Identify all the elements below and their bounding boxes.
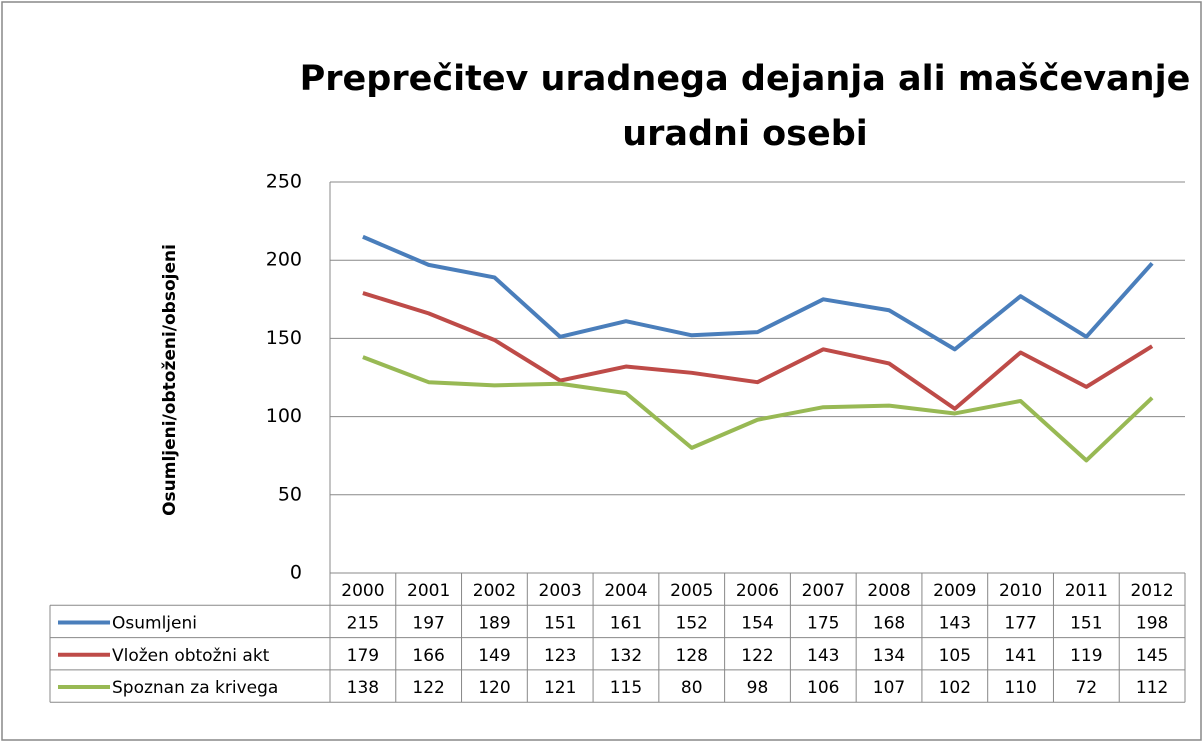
table-value: 105 xyxy=(939,646,971,666)
table-value: 112 xyxy=(1136,678,1168,698)
table-value: 177 xyxy=(1004,613,1036,633)
table-value: 102 xyxy=(939,678,971,698)
x-tick-label: 2007 xyxy=(802,581,845,601)
table-value: 107 xyxy=(873,678,905,698)
y-tick-label: 200 xyxy=(266,249,302,271)
x-tick-label: 2000 xyxy=(341,581,384,601)
series-line xyxy=(362,234,1154,352)
y-tick-label: 100 xyxy=(266,405,302,427)
table-value: 128 xyxy=(676,646,708,666)
table-value: 98 xyxy=(747,678,769,698)
table-value: 166 xyxy=(412,646,444,666)
table-value: 80 xyxy=(681,678,703,698)
table-value: 141 xyxy=(1004,646,1036,666)
chart-title: uradni osebi xyxy=(622,114,868,154)
table-value: 115 xyxy=(610,678,642,698)
x-tick-label: 2006 xyxy=(736,581,779,601)
y-tick-label: 0 xyxy=(290,562,302,584)
table-value: 198 xyxy=(1136,613,1168,633)
table-value: 215 xyxy=(347,613,379,633)
table-value: 132 xyxy=(610,646,642,666)
x-tick-label: 2008 xyxy=(867,581,910,601)
table-value: 106 xyxy=(807,678,839,698)
y-axis-title: Osumljeni/obtoženi/obsojeni xyxy=(160,244,180,516)
x-tick-label: 2004 xyxy=(604,581,647,601)
table-value: 189 xyxy=(478,613,510,633)
legend-label: Vložen obtožni akt xyxy=(112,646,270,666)
x-tick-label: 2002 xyxy=(473,581,516,601)
table-value: 197 xyxy=(412,613,444,633)
table-value: 119 xyxy=(1070,646,1102,666)
table-value: 168 xyxy=(873,613,905,633)
table-value: 122 xyxy=(741,646,773,666)
table-value: 143 xyxy=(939,613,971,633)
table-value: 149 xyxy=(478,646,510,666)
x-tick-label: 2012 xyxy=(1130,581,1173,601)
table-value: 145 xyxy=(1136,646,1168,666)
y-tick-label: 250 xyxy=(266,171,302,193)
table-value: 151 xyxy=(1070,613,1102,633)
table-value: 72 xyxy=(1076,678,1098,698)
series-line xyxy=(362,355,1154,463)
table-value: 138 xyxy=(347,678,379,698)
table-value: 154 xyxy=(741,613,773,633)
table-value: 175 xyxy=(807,613,839,633)
legend-label: Spoznan za krivega xyxy=(112,678,278,698)
table-value: 152 xyxy=(676,613,708,633)
chart-title: Preprečitev uradnega dejanja ali maščeva… xyxy=(300,59,1191,99)
x-tick-label: 2010 xyxy=(999,581,1042,601)
x-tick-label: 2001 xyxy=(407,581,450,601)
x-tick-label: 2009 xyxy=(933,581,976,601)
table-value: 143 xyxy=(807,646,839,666)
y-tick-label: 150 xyxy=(266,327,302,349)
table-value: 110 xyxy=(1004,678,1036,698)
table-value: 121 xyxy=(544,678,576,698)
x-tick-label: 2011 xyxy=(1065,581,1108,601)
table-value: 123 xyxy=(544,646,576,666)
table-value: 120 xyxy=(478,678,510,698)
y-tick-label: 50 xyxy=(278,483,302,505)
table-value: 134 xyxy=(873,646,905,666)
series-line xyxy=(362,291,1154,411)
legend-label: Osumljeni xyxy=(112,613,197,633)
x-tick-label: 2003 xyxy=(539,581,582,601)
table-value: 161 xyxy=(610,613,642,633)
table-value: 151 xyxy=(544,613,576,633)
table-value: 122 xyxy=(412,678,444,698)
table-value: 179 xyxy=(347,646,379,666)
x-tick-label: 2005 xyxy=(670,581,713,601)
